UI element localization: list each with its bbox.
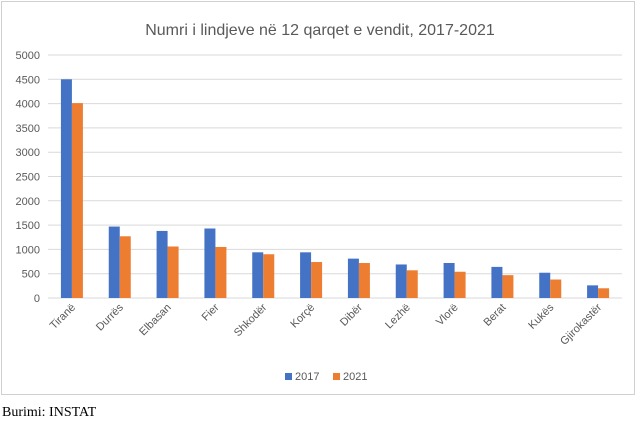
bars: [60, 79, 610, 298]
legend: 2017 2021: [285, 371, 367, 383]
y-tick-label: 1500: [16, 220, 40, 232]
x-tick-label: Dibër: [338, 301, 365, 328]
gridlines: [48, 54, 622, 299]
bar-2017: [491, 266, 503, 298]
bar-2017: [443, 263, 455, 298]
bar-2021: [263, 254, 275, 298]
legend-label: 2017: [295, 371, 319, 383]
y-tick-label: 500: [22, 269, 40, 281]
y-axis-ticks: 0 500 1000 1500 2000 2500 3000 3500 4000 4500 5000: [16, 50, 40, 305]
bar-chart: Numri i lindjeve në 12 qarqet e vendit, …: [16, 22, 622, 383]
bar-2021: [550, 279, 562, 298]
x-tick-label: Vlorë: [434, 302, 461, 329]
x-tick-label: Fier: [200, 301, 222, 323]
bar-2017: [204, 228, 216, 298]
bar-2017: [395, 264, 407, 298]
y-tick-label: 3500: [16, 123, 40, 135]
x-tick-label: Gjirokastër: [558, 301, 604, 347]
y-tick-label: 2000: [16, 196, 40, 208]
bar-2017: [300, 252, 312, 298]
bar-2021: [454, 271, 466, 298]
bar-2017: [108, 226, 120, 298]
bar-2021: [502, 275, 514, 298]
bar-2021: [119, 236, 131, 298]
x-tick-label: Shkodër: [232, 301, 270, 339]
bar-2017: [252, 252, 264, 298]
bar-2021: [311, 262, 323, 298]
bar-2017: [587, 285, 599, 298]
x-tick-label: Korçë: [288, 302, 317, 331]
bar-2021: [406, 270, 418, 298]
bar-2017: [156, 230, 168, 298]
x-tick-label: Kukës: [526, 301, 556, 331]
bar-2021: [598, 288, 610, 298]
bar-2021: [358, 263, 370, 298]
x-tick-label: Durrës: [94, 301, 126, 333]
chart-frame: Numri i lindjeve në 12 qarqet e vendit, …: [1, 1, 635, 395]
x-axis-ticks: Tiranë Durrës Elbasan Fier Shkodër Korçë Dibër…: [48, 301, 605, 347]
y-tick-label: 4500: [16, 74, 40, 86]
x-tick-label: Berat: [481, 302, 508, 329]
x-tick-label: Tiranë: [48, 302, 78, 332]
y-tick-label: 4000: [16, 99, 40, 111]
y-tick-label: 0: [34, 293, 40, 305]
bar-2017: [347, 258, 359, 298]
source-note: Burimi: INSTAT: [2, 405, 97, 420]
bar-2017: [60, 79, 72, 298]
y-tick-label: 5000: [16, 50, 40, 62]
legend-swatch: [285, 373, 292, 380]
legend-swatch: [333, 373, 340, 380]
y-tick-label: 1000: [16, 244, 40, 256]
x-tick-label: Lezhë: [383, 302, 413, 332]
bar-2021: [71, 103, 83, 298]
bar-2017: [539, 272, 551, 298]
bar-2021: [215, 246, 227, 298]
y-tick-label: 3000: [16, 147, 40, 159]
legend-label: 2021: [343, 371, 367, 383]
x-tick-label: Elbasan: [137, 302, 174, 339]
y-tick-label: 2500: [16, 172, 40, 184]
chart-title: Numri i lindjeve në 12 qarqet e vendit, …: [145, 22, 495, 39]
bar-2021: [167, 246, 179, 298]
